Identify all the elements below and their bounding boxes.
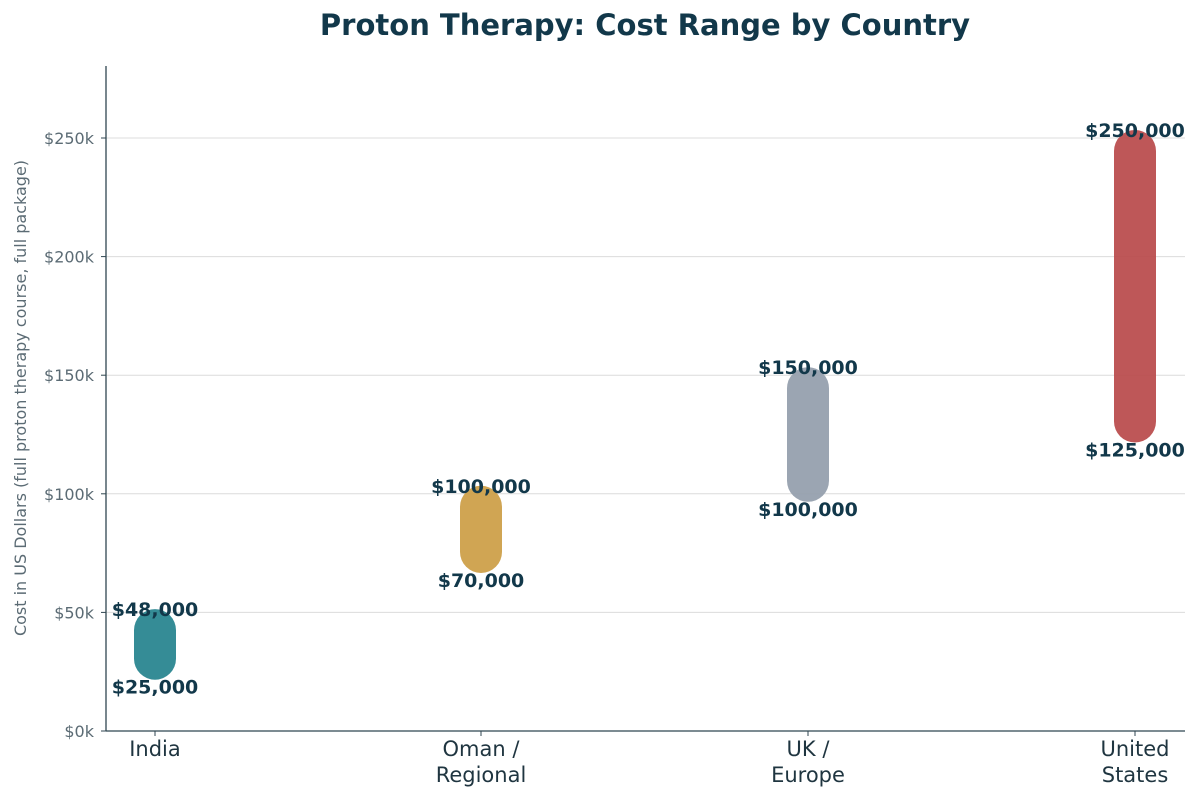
y-axis-label: Cost in US Dollars (full proton therapy … <box>11 160 30 636</box>
range-bars <box>134 130 1156 680</box>
high-value-label: $150,000 <box>758 357 858 379</box>
x-tick-label: UK / <box>787 737 831 761</box>
x-tick-label: United <box>1101 737 1170 761</box>
y-tick-label: $150k <box>44 366 95 385</box>
low-value-label: $25,000 <box>112 677 199 699</box>
y-tick-label: $0k <box>64 722 94 741</box>
x-tick-label: States <box>1102 763 1169 787</box>
low-value-label: $70,000 <box>438 570 525 592</box>
high-value-label: $48,000 <box>112 599 199 621</box>
high-value-label: $250,000 <box>1085 120 1185 142</box>
y-tick-label: $50k <box>54 603 95 622</box>
low-value-label: $125,000 <box>1085 440 1185 462</box>
range-bar <box>460 485 502 573</box>
range-bar <box>787 367 829 502</box>
range-bar <box>134 609 176 680</box>
high-value-label: $100,000 <box>431 476 531 498</box>
x-tick-label: Regional <box>436 763 527 787</box>
range-bar <box>1114 130 1156 443</box>
tick-labels: $0k $50k $100k $150k $200k $250k India Oman /Re… <box>44 129 1169 787</box>
chart-title: Proton Therapy: Cost Range by Country <box>319 8 971 42</box>
x-tick-label: India <box>129 737 181 761</box>
x-tick-label: Oman / <box>443 737 521 761</box>
low-value-label: $100,000 <box>758 499 858 521</box>
axes <box>101 66 1185 736</box>
y-tick-label: $200k <box>44 248 95 267</box>
gridlines <box>106 137 1185 613</box>
x-tick-label: Europe <box>771 763 845 787</box>
y-tick-label: $100k <box>44 485 95 504</box>
y-tick-label: $250k <box>44 129 95 148</box>
data-labels: $48,000 $25,000 $100,000 $70,000 $150,000 $10… <box>112 120 1185 699</box>
